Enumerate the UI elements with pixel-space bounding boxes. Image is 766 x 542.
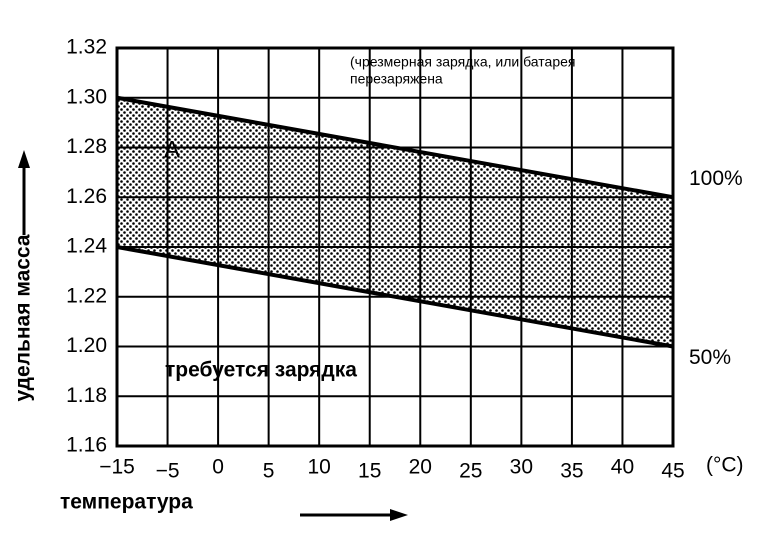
annotation: перезаряжена xyxy=(350,71,443,87)
x-axis-label: температура xyxy=(60,491,193,514)
x-tick-label: 0 xyxy=(212,456,224,479)
y-tick-label: 1.16 xyxy=(66,434,107,457)
x-tick-label: 25 xyxy=(459,460,482,483)
x-tick-label: 35 xyxy=(560,460,583,483)
x-tick-label: 20 xyxy=(409,456,432,479)
x-arrow xyxy=(300,509,408,521)
annotation: требуется зарядка xyxy=(165,359,357,382)
series-label: 100% xyxy=(689,167,743,190)
series-line xyxy=(116,245,674,349)
x-tick-label: 10 xyxy=(308,456,331,479)
y-axis-label: удельная масса xyxy=(12,234,35,401)
y-tick-label: 1.32 xyxy=(66,36,107,59)
zone-label: A xyxy=(164,136,180,163)
x-tick-label: 40 xyxy=(611,456,634,479)
y-tick-label: 1.24 xyxy=(66,235,107,258)
y-tick-label: 1.30 xyxy=(66,85,107,108)
series-line xyxy=(116,95,674,200)
x-tick-label: −15 xyxy=(99,456,135,479)
series-label: 50% xyxy=(689,346,731,369)
band xyxy=(117,97,673,347)
y-tick-label: 1.26 xyxy=(66,185,107,208)
x-tick-label: 15 xyxy=(358,460,381,483)
x-unit: (°C) xyxy=(706,454,744,477)
y-tick-label: 1.22 xyxy=(66,284,107,307)
y-tick-label: 1.20 xyxy=(66,334,107,357)
plot xyxy=(115,46,675,448)
y-tick-label: 1.28 xyxy=(66,135,107,158)
x-tick-label: 45 xyxy=(661,460,684,483)
y-arrow xyxy=(18,150,30,235)
annotation: (чрезмерная зарядка, или батарея xyxy=(350,54,575,70)
x-tick-label: −5 xyxy=(156,460,180,483)
x-tick-label: 5 xyxy=(263,460,275,483)
y-tick-label: 1.18 xyxy=(66,384,107,407)
x-tick-label: 30 xyxy=(510,456,533,479)
